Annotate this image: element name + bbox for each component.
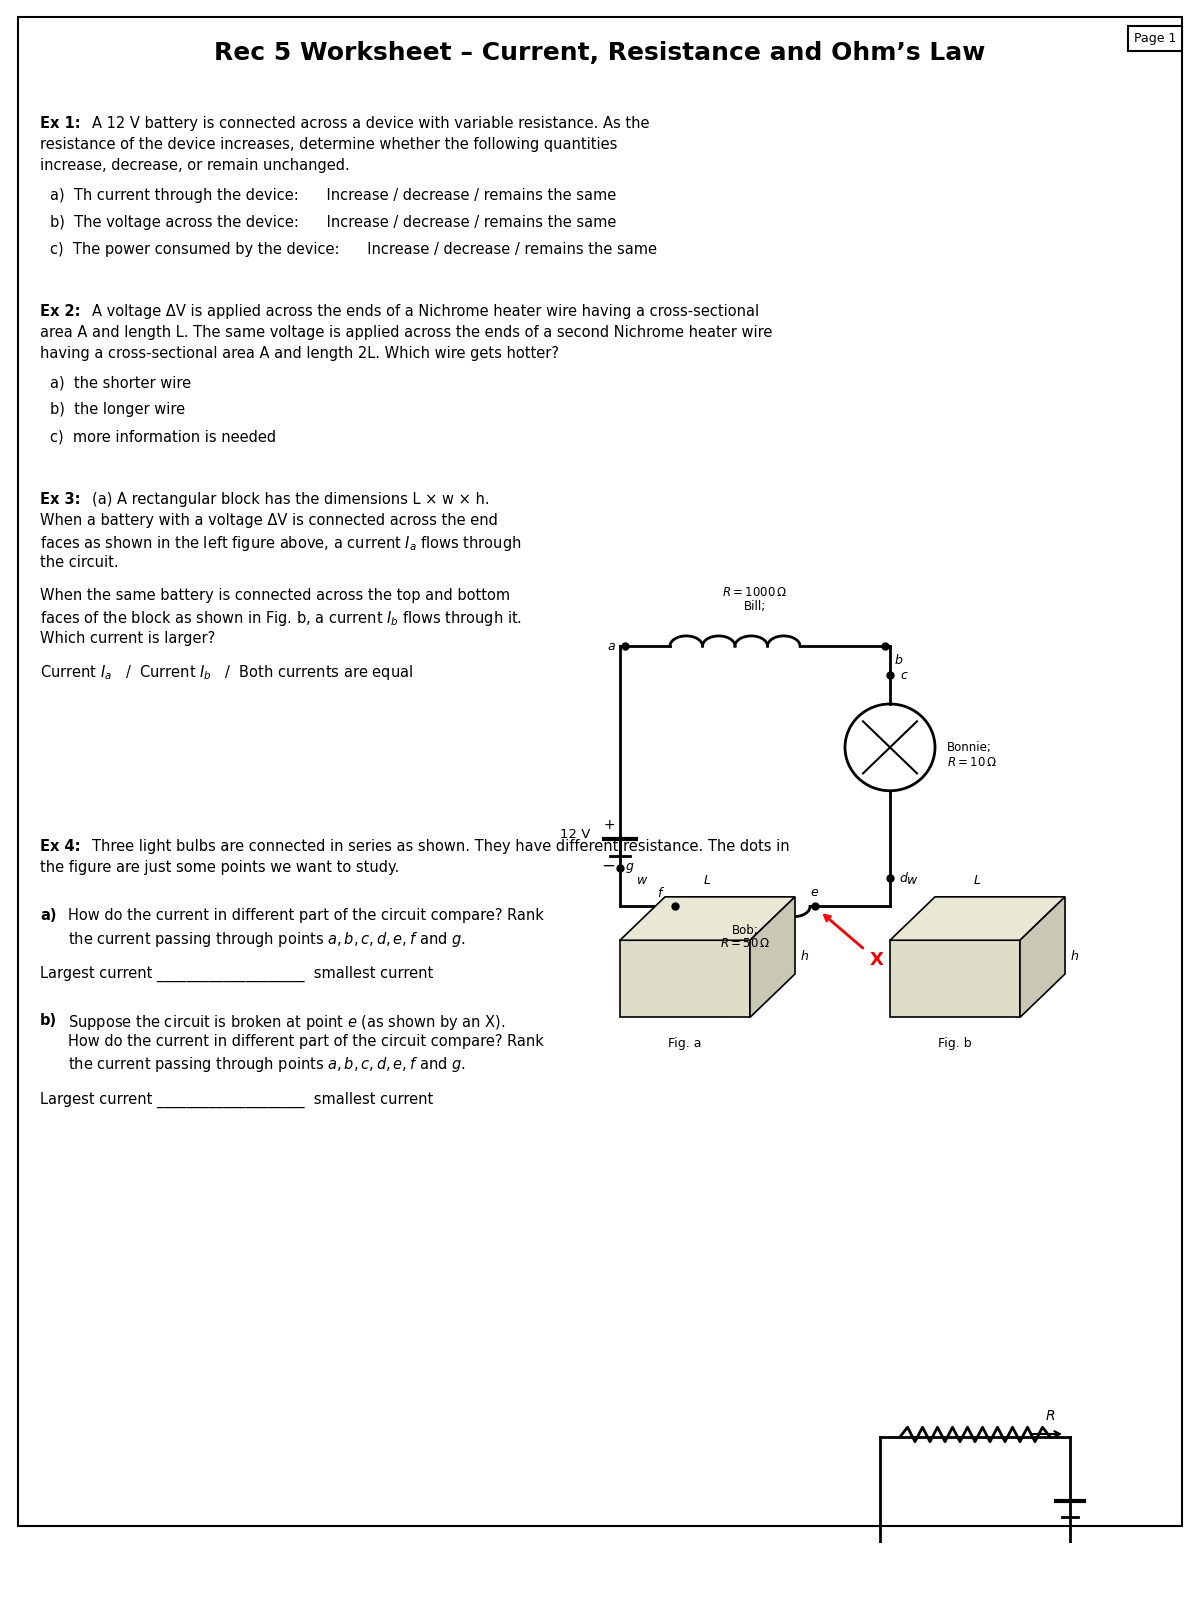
Text: Ex 2:: Ex 2: [40, 304, 80, 318]
Text: the current passing through points $a, b, c, d, e, f$ and $g$.: the current passing through points $a, b… [68, 930, 466, 949]
Text: area A and length L. The same voltage is applied across the ends of a second Nic: area A and length L. The same voltage is… [40, 325, 773, 339]
Text: Bill;: Bill; [744, 600, 766, 613]
Text: Page 1: Page 1 [1134, 32, 1176, 45]
Text: Fig. b: Fig. b [938, 1037, 972, 1050]
Text: When a battery with a voltage ΔV is connected across the end: When a battery with a voltage ΔV is conn… [40, 514, 498, 528]
Text: increase, decrease, or remain unchanged.: increase, decrease, or remain unchanged. [40, 158, 349, 173]
Text: −: − [601, 858, 616, 875]
Text: having a cross-sectional area A and length 2L. Which wire gets hotter?: having a cross-sectional area A and leng… [40, 346, 559, 362]
Text: L: L [973, 874, 980, 886]
Text: R: R [1045, 1408, 1055, 1422]
Text: $c$: $c$ [900, 669, 908, 682]
Text: faces of the block as shown in Fig. b, a current $I_b$ flows through it.: faces of the block as shown in Fig. b, a… [40, 610, 522, 629]
Text: b): b) [40, 1013, 58, 1027]
Text: b)  The voltage across the device:      Increase / decrease / remains the same: b) The voltage across the device: Increa… [50, 214, 617, 230]
Text: a)  the shorter wire: a) the shorter wire [50, 374, 191, 390]
Text: $a$: $a$ [606, 640, 616, 653]
Text: How do the current in different part of the circuit compare? Rank: How do the current in different part of … [68, 909, 544, 923]
Text: $f$: $f$ [658, 886, 665, 899]
Text: When the same battery is connected across the top and bottom: When the same battery is connected acros… [40, 589, 510, 603]
Text: X: X [870, 950, 884, 968]
Polygon shape [620, 898, 796, 941]
Text: Which current is larger?: Which current is larger? [40, 630, 215, 646]
Text: h: h [1072, 950, 1079, 963]
Text: A voltage ΔV is applied across the ends of a Nichrome heater wire having a cross: A voltage ΔV is applied across the ends … [92, 304, 760, 318]
Text: Bonnie;: Bonnie; [947, 741, 992, 754]
Text: $R = 10\,\Omega$: $R = 10\,\Omega$ [947, 757, 997, 770]
Polygon shape [750, 898, 796, 1018]
Text: Ex 4:: Ex 4: [40, 838, 80, 854]
Text: Fig. a: Fig. a [668, 1037, 702, 1050]
Text: faces as shown in the left figure above, a current $I_a$ flows through: faces as shown in the left figure above,… [40, 534, 522, 554]
Text: c)  The power consumed by the device:      Increase / decrease / remains the sam: c) The power consumed by the device: Inc… [50, 242, 658, 258]
Text: a)  Th current through the device:      Increase / decrease / remains the same: a) Th current through the device: Increa… [50, 189, 617, 203]
Text: the current passing through points $a, b, c, d, e, f$ and $g$.: the current passing through points $a, b… [68, 1054, 466, 1074]
Text: How do the current in different part of the circuit compare? Rank: How do the current in different part of … [68, 1034, 544, 1048]
Text: a): a) [40, 909, 56, 923]
Text: Largest current ____________________  smallest current: Largest current ____________________ sma… [40, 1091, 433, 1107]
Text: w: w [637, 874, 647, 886]
Text: $R = 1000\,\Omega$: $R = 1000\,\Omega$ [722, 586, 787, 600]
Text: (a) A rectangular block has the dimensions L × w × h.: (a) A rectangular block has the dimensio… [92, 491, 490, 507]
Polygon shape [890, 898, 1066, 941]
Text: h: h [802, 950, 809, 963]
Text: Current $I_a$   /  Current $I_b$   /  Both currents are equal: Current $I_a$ / Current $I_b$ / Both cur… [40, 664, 413, 683]
Text: L: L [703, 874, 710, 886]
Text: $e$: $e$ [810, 886, 820, 899]
Text: Ex 1:: Ex 1: [40, 115, 80, 131]
Text: $R = 50\,\Omega$: $R = 50\,\Omega$ [720, 938, 770, 950]
Text: $g$: $g$ [625, 861, 635, 875]
Text: c)  more information is needed: c) more information is needed [50, 429, 276, 445]
Text: resistance of the device increases, determine whether the following quantities: resistance of the device increases, dete… [40, 138, 617, 152]
Text: +: + [604, 819, 616, 832]
Text: the circuit.: the circuit. [40, 555, 119, 571]
Text: A 12 V battery is connected across a device with variable resistance. As the: A 12 V battery is connected across a dev… [92, 115, 649, 131]
Text: the figure are just some points we want to study.: the figure are just some points we want … [40, 861, 400, 875]
Polygon shape [1020, 898, 1066, 1018]
Text: Largest current ____________________  smallest current: Largest current ____________________ sma… [40, 966, 433, 982]
Text: Bob;: Bob; [732, 923, 758, 938]
Text: $b$: $b$ [894, 653, 904, 667]
Text: Suppose the circuit is broken at point $e$ (as shown by an X).: Suppose the circuit is broken at point $… [68, 1013, 505, 1032]
Text: Three light bulbs are connected in series as shown. They have different resistan: Three light bulbs are connected in serie… [92, 838, 790, 854]
Text: w: w [907, 874, 917, 886]
Text: Ex 3:: Ex 3: [40, 491, 80, 507]
Text: b)  the longer wire: b) the longer wire [50, 402, 185, 418]
Polygon shape [890, 941, 1020, 1018]
Text: $d$: $d$ [899, 870, 908, 885]
Text: Rec 5 Worksheet – Current, Resistance and Ohm’s Law: Rec 5 Worksheet – Current, Resistance an… [215, 42, 985, 66]
Text: 12 V: 12 V [560, 827, 590, 840]
Polygon shape [620, 941, 750, 1018]
